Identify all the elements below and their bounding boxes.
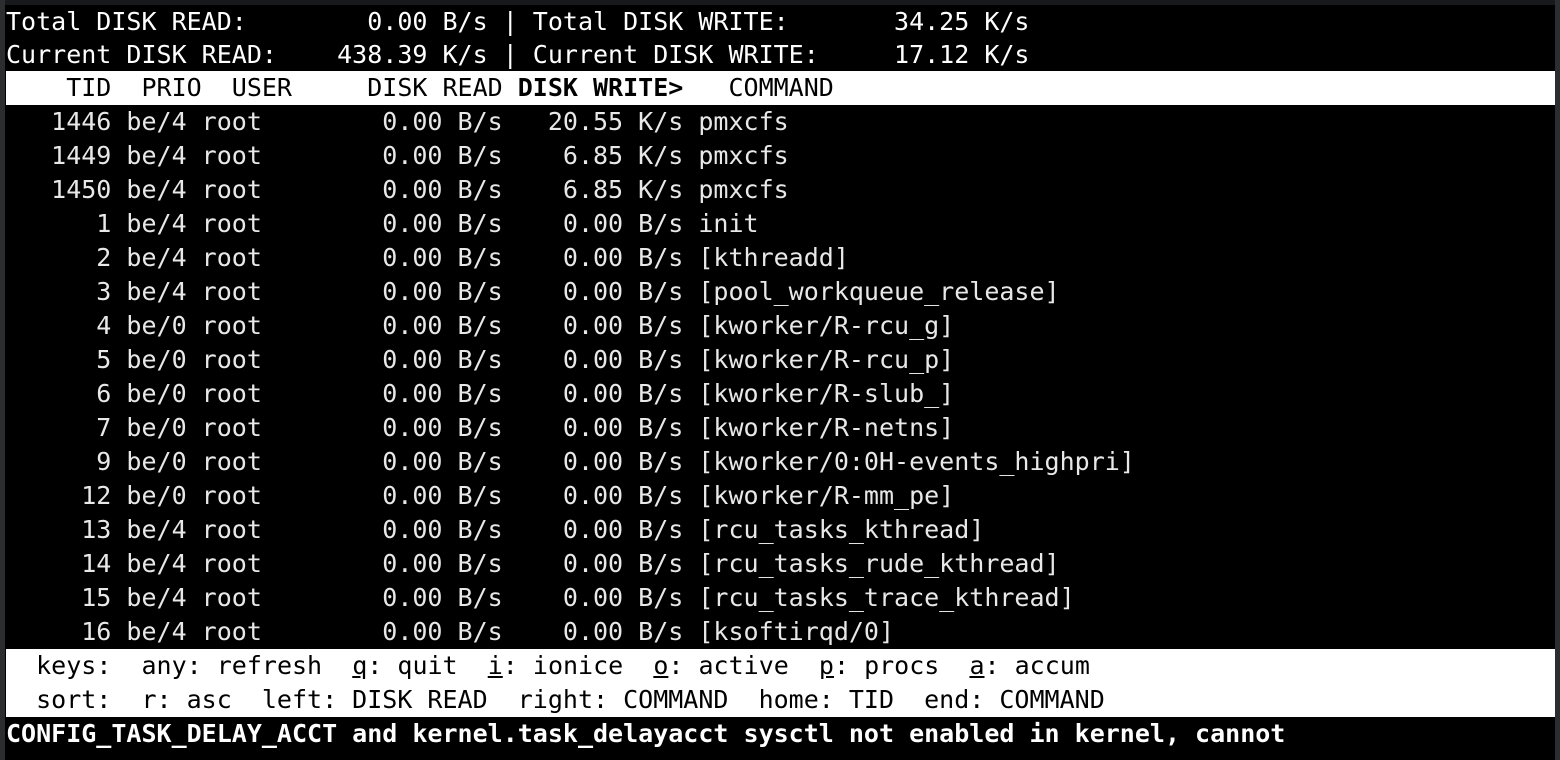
table-row[interactable]: 1 be/4 root 0.00 B/s 0.00 B/s init bbox=[6, 207, 1555, 241]
table-row[interactable]: 1449 be/4 root 0.00 B/s 6.85 K/s pmxcfs bbox=[6, 139, 1555, 173]
window-edge-right bbox=[1555, 0, 1560, 760]
table-row[interactable]: 3 be/4 root 0.00 B/s 0.00 B/s [pool_work… bbox=[6, 275, 1555, 309]
table-row[interactable]: 14 be/4 root 0.00 B/s 0.00 B/s [rcu_task… bbox=[6, 547, 1555, 581]
footer-key-a[interactable]: a bbox=[969, 651, 985, 680]
footer-keys-label: keys: bbox=[36, 651, 112, 680]
table-row[interactable]: 1446 be/4 root 0.00 B/s 20.55 K/s pmxcfs bbox=[6, 105, 1555, 139]
footer-action-active: active bbox=[698, 651, 789, 680]
footer-sort-row[interactable]: sort: r: asc left: DISK READ right: COMM… bbox=[6, 683, 1555, 717]
footer-action-quit: quit bbox=[397, 651, 458, 680]
table-row[interactable]: 1450 be/4 root 0.00 B/s 6.85 K/s pmxcfs bbox=[6, 173, 1555, 207]
status-message: CONFIG_TASK_DELAY_ACCT and kernel.task_d… bbox=[6, 717, 1555, 751]
table-header-left: TID PRIO USER DISK READ bbox=[6, 73, 518, 102]
footer-key-any[interactable]: any bbox=[141, 651, 187, 680]
table-row[interactable]: 13 be/4 root 0.00 B/s 0.00 B/s [rcu_task… bbox=[6, 513, 1555, 547]
table-row[interactable]: 7 be/0 root 0.00 B/s 0.00 B/s [kworker/R… bbox=[6, 411, 1555, 445]
footer-action-ionice: ionice bbox=[532, 651, 624, 680]
summary-block: Total DISK READ: 0.00 B/s | Total DISK W… bbox=[6, 5, 1555, 71]
table-row[interactable]: 2 be/4 root 0.00 B/s 0.00 B/s [kthreadd] bbox=[6, 241, 1555, 275]
window-edge-top bbox=[0, 0, 1560, 5]
table-row[interactable]: 15 be/4 root 0.00 B/s 0.00 B/s [rcu_task… bbox=[6, 581, 1555, 615]
table-row[interactable]: 4 be/0 root 0.00 B/s 0.00 B/s [kworker/R… bbox=[6, 309, 1555, 343]
footer-key-o[interactable]: o bbox=[653, 651, 669, 680]
window-edge-left bbox=[0, 0, 5, 760]
summary-line-read: Total DISK READ: 0.00 B/s | Total DISK W… bbox=[6, 7, 1030, 36]
table-header-disk-write-sorted[interactable]: DISK WRITE> bbox=[517, 73, 684, 102]
table-row[interactable]: 6 be/0 root 0.00 B/s 0.00 B/s [kworker/R… bbox=[6, 377, 1555, 411]
footer-key-q[interactable]: q bbox=[352, 651, 368, 680]
table-row[interactable]: 5 be/0 root 0.00 B/s 0.00 B/s [kworker/R… bbox=[6, 343, 1555, 377]
footer-key-i[interactable]: i bbox=[487, 651, 503, 680]
footer-action-refresh: refresh bbox=[216, 651, 323, 680]
table-header-command[interactable]: COMMAND bbox=[683, 73, 834, 102]
iotop-content: Total DISK READ: 0.00 B/s | Total DISK W… bbox=[6, 5, 1555, 760]
footer-action-procs: procs bbox=[864, 651, 940, 680]
table-row[interactable]: 16 be/4 root 0.00 B/s 0.00 B/s [ksoftirq… bbox=[6, 615, 1555, 649]
footer-help: keys: any: refresh q: quit i: ionice o: … bbox=[6, 649, 1555, 717]
summary-line-current: Current DISK READ: 438.39 K/s | Current … bbox=[6, 40, 1030, 69]
footer-keys-row: keys: any: refresh q: quit i: ionice o: … bbox=[6, 649, 1555, 683]
footer-key-p[interactable]: p bbox=[818, 651, 834, 680]
table-row[interactable]: 9 be/0 root 0.00 B/s 0.00 B/s [kworker/0… bbox=[6, 445, 1555, 479]
table-row[interactable]: 12 be/0 root 0.00 B/s 0.00 B/s [kworker/… bbox=[6, 479, 1555, 513]
table-header-row[interactable]: TID PRIO USER DISK READ DISK WRITE> COMM… bbox=[6, 71, 1555, 105]
process-list: 1446 be/4 root 0.00 B/s 20.55 K/s pmxcfs… bbox=[6, 105, 1555, 649]
footer-action-accum: accum bbox=[1014, 651, 1090, 680]
